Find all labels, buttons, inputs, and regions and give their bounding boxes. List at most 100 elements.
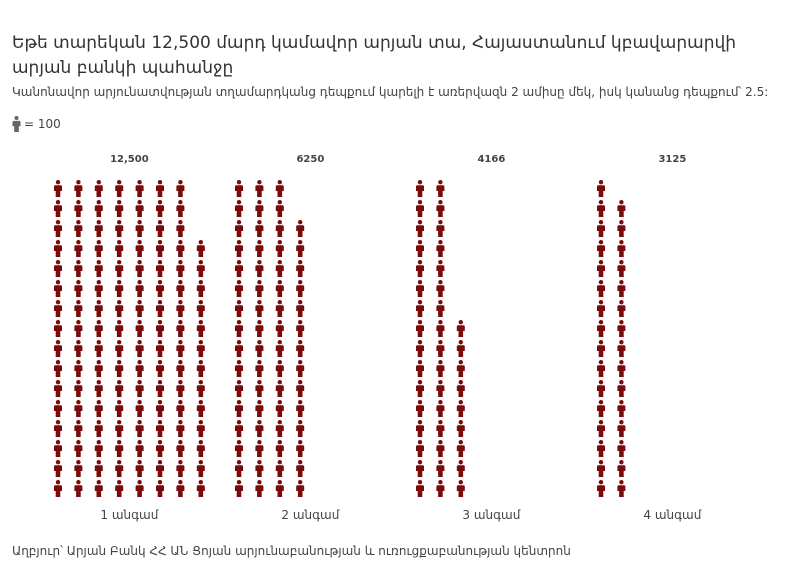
person-icon-mark [115,360,124,377]
person-icon-mark [115,400,124,417]
person-icon-mark [275,340,284,357]
person-icon-mark [617,200,626,217]
person-icon-mark [597,320,605,337]
person-icon-mark [196,340,205,357]
person-icon-mark [255,420,264,437]
person-icon-mark [617,440,626,457]
person-icon-mark [617,320,626,337]
person-icon-mark [115,380,124,397]
person-icon-mark [196,380,205,397]
person-icon-mark [176,220,185,237]
person-icon-mark [617,360,626,377]
person-icon-mark [94,220,103,237]
person-icon-mark [416,380,424,397]
person-icon-mark [54,360,62,377]
value-label: 3125 [658,154,686,165]
person-icon-mark [296,280,305,297]
person-icon-mark [115,300,124,317]
person-icon-mark [275,460,284,477]
person-icon-mark [296,360,305,377]
person-icon-mark [235,300,243,317]
person-icon-mark [255,340,264,357]
person-icon-mark [94,400,103,417]
person-icon-mark [115,320,124,337]
person-icon-mark [296,440,305,457]
person-icon-mark [275,220,284,237]
person-icon-mark [597,200,605,217]
category-label: 2 անգամ [281,508,339,522]
person-icon-mark [115,240,124,257]
person-icon-mark [54,400,62,417]
person-icon-mark [597,340,605,357]
person-icon-mark [255,360,264,377]
person-icon-mark [54,340,62,357]
source-note: Աղբյուր՝ Արյան Բանկ ՀՀ ԱՆ Ցոյան արյունաբ… [12,544,571,558]
person-icon-mark [156,280,164,297]
person-icon-mark [135,360,144,377]
person-icon-mark [255,260,264,277]
person-icon-mark [416,280,424,297]
person-icon-mark [196,480,205,497]
person-icon-mark [597,480,605,497]
person-icon-mark [436,400,445,417]
person-icon-mark [196,460,205,477]
person-icon-mark [235,480,243,497]
person-icon-mark [156,400,164,417]
person-icon-mark [196,400,205,417]
pictogram-chart: 1 անգամ 12,500 2 անգամ 6250 3 անգամ 4166 4 անգ… [54,154,702,522]
person-icon-mark [416,200,424,217]
person-icon-mark [255,480,264,497]
person-icon-mark [115,280,124,297]
person-icon-mark [255,320,264,337]
person-icon-mark [296,480,305,497]
person-icon-mark [456,360,465,377]
person-icon-mark [617,260,626,277]
person-icon-mark [416,420,424,437]
person-icon-mark [54,280,62,297]
person-icon-mark [255,180,264,197]
person-icon-mark [296,460,305,477]
person-icon-mark [255,300,264,317]
person-icon-mark [156,220,164,237]
person-icon-mark [94,480,103,497]
person-icon-mark [255,280,264,297]
person-icon-mark [456,460,465,477]
person-icon-mark [196,420,205,437]
person-icon-mark [416,480,424,497]
person-icon-mark [54,480,62,497]
person-icon-mark [156,200,164,217]
person-icon-mark [74,200,83,217]
person-icon-mark [235,360,243,377]
person-icon-mark [296,400,305,417]
person-icon-mark [196,240,205,257]
person-icon-mark [436,440,445,457]
person-icon-mark [235,180,243,197]
person-icon-mark [296,320,305,337]
person-icon-mark [235,460,243,477]
person-icon-mark [115,420,124,437]
person-icon-mark [296,240,305,257]
person-icon-mark [176,340,185,357]
legend-label: = 100 [24,117,61,131]
person-icon-mark [436,320,445,337]
person-icon-mark [156,440,164,457]
person-icon-mark [54,180,62,197]
person-icon-mark [54,200,62,217]
person-icon-mark [617,400,626,417]
person-icon-mark [135,400,144,417]
person-icon-mark [436,420,445,437]
person-icon-mark [196,300,205,317]
person-icon-mark [94,380,103,397]
person-icon-mark [436,480,445,497]
person-icon-mark [115,200,124,217]
person-icon-mark [255,240,264,257]
person-icon-mark [156,300,164,317]
category-label: 4 անգամ [643,508,701,522]
person-icon-mark [115,340,124,357]
person-icon-mark [74,180,83,197]
person-icon-mark [296,380,305,397]
chart-title: Եթե տարեկան 12,500 մարդ կամավոր արյան տա… [12,33,737,78]
person-icon-mark [156,340,164,357]
person-icon-mark [597,380,605,397]
person-icon-mark [416,320,424,337]
